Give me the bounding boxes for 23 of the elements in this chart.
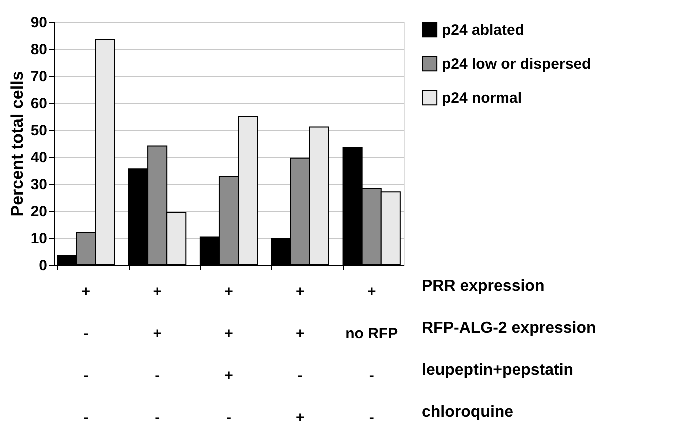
y-tick-label: 60 (30, 96, 48, 112)
category-label: + + - + (296, 284, 305, 426)
legend-label: p24 low or dispersed (442, 56, 592, 73)
category-label: + no RFP - - (346, 284, 398, 426)
y-tick-label: 90 (30, 14, 48, 32)
category-label: + - - - (82, 284, 91, 426)
category-label: + + + - (224, 284, 234, 426)
y-tick-label: 80 (30, 42, 48, 58)
text: PRR expression (422, 278, 545, 295)
y-tick-label: 0 (39, 258, 48, 274)
y-tick-label: 70 (30, 68, 48, 86)
y-tick-label: 50 (30, 122, 48, 140)
text: chloroquine (422, 404, 514, 421)
legend-label: p24 ablated (442, 22, 525, 39)
text: RFP-ALG-2 expression (422, 320, 596, 337)
text: leupeptin+pepstatin (422, 362, 574, 379)
category-label: + + - - (153, 284, 162, 426)
y-tick-label: 20 (30, 204, 48, 220)
y-tick-label: 30 (30, 176, 48, 194)
y-axis-title: Percent total cells (8, 71, 27, 217)
y-tick-label: 40 (30, 150, 48, 166)
y-tick-label: 10 (30, 230, 48, 248)
legend-label: p24 normal (442, 90, 522, 107)
